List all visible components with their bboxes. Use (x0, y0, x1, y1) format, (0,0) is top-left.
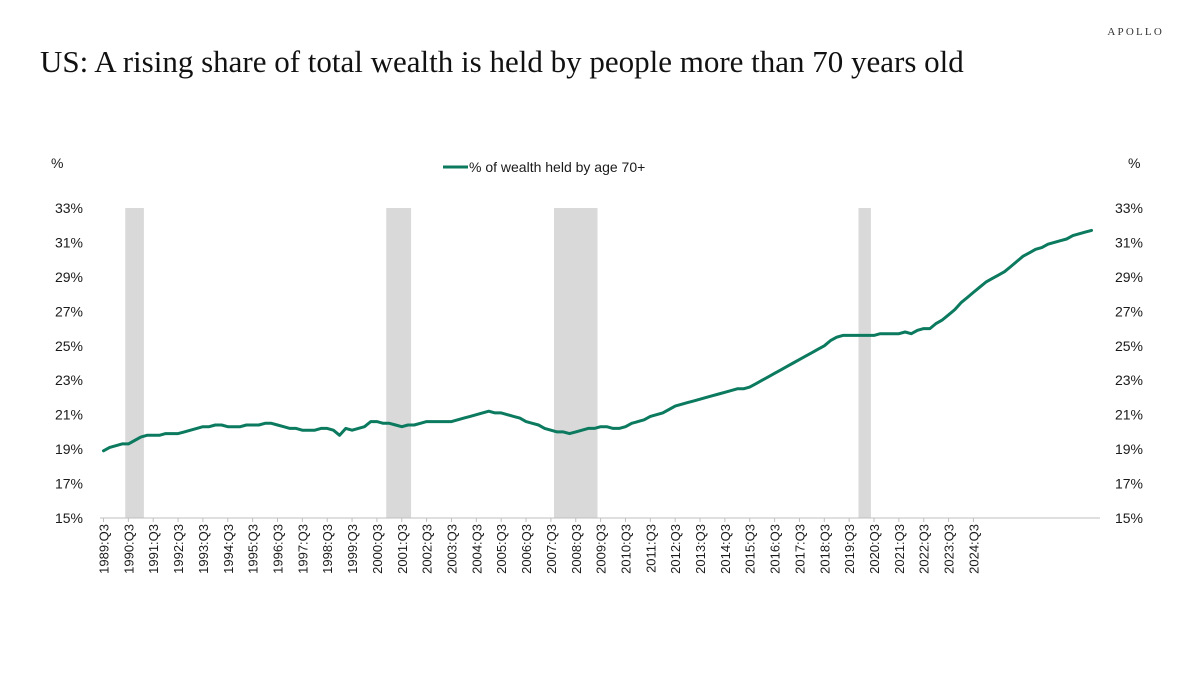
y-tick-label-right: 23% (1115, 372, 1143, 388)
x-tick-label: 1990:Q3 (121, 524, 136, 574)
x-tick-label: 2004:Q3 (469, 524, 484, 574)
x-tick-label: 2002:Q3 (420, 524, 435, 574)
x-tick-label: 2007:Q3 (544, 524, 559, 574)
x-tick-label: 2009:Q3 (594, 524, 609, 574)
x-tick-label: 2010:Q3 (618, 524, 633, 574)
x-tick-label: 1994:Q3 (221, 524, 236, 574)
x-tick-label: 2003:Q3 (444, 524, 459, 574)
recession-band (554, 208, 598, 518)
x-tick-label: 1996:Q3 (270, 524, 285, 574)
recession-band (858, 208, 871, 518)
x-tick-label: 2000:Q3 (370, 524, 385, 574)
x-tick-label: 1991:Q3 (146, 524, 161, 574)
x-tick-label: 2005:Q3 (494, 524, 509, 574)
x-tick-label: 1993:Q3 (196, 524, 211, 574)
y-tick-label-left: 17% (55, 476, 83, 492)
y-tick-label-left: 29% (55, 269, 83, 285)
legend-label: % of wealth held by age 70+ (469, 159, 645, 175)
series-line-age-70-plus (102, 228, 1093, 453)
y-tick-label-left: 27% (55, 303, 83, 319)
x-tick-label: 1999:Q3 (345, 524, 360, 574)
y-tick-label-right: 17% (1115, 476, 1143, 492)
x-tick-label: 2018:Q3 (817, 524, 832, 574)
y-axis-label-right: % (1128, 155, 1140, 171)
y-tick-label-right: 27% (1115, 303, 1143, 319)
recession-band (386, 208, 412, 518)
x-tick-label: 1989:Q3 (97, 524, 112, 574)
apollo-brand: APOLLO (1107, 26, 1164, 38)
x-tick-label: 2013:Q3 (693, 524, 708, 574)
y-tick-label-right: 31% (1115, 234, 1143, 250)
y-tick-label-left: 33% (55, 200, 83, 216)
recession-band (125, 208, 144, 518)
x-tick-label: 1998:Q3 (320, 524, 335, 574)
y-tick-label-right: 15% (1115, 510, 1143, 526)
x-tick-label: 2021:Q3 (892, 524, 907, 574)
y-tick-label-left: 25% (55, 338, 83, 354)
x-tick-label: 2020:Q3 (867, 524, 882, 574)
y-tick-label-right: 21% (1115, 407, 1143, 423)
x-tick-label: 2011:Q3 (643, 524, 658, 573)
x-tick-label: 2024:Q3 (966, 524, 981, 574)
y-tick-label-right: 19% (1115, 441, 1143, 457)
x-tick-label: 2014:Q3 (718, 524, 733, 574)
x-tick-label: 2023:Q3 (942, 524, 957, 574)
x-tick-label: 2015:Q3 (743, 524, 758, 574)
x-tick-label: 2022:Q3 (917, 524, 932, 574)
y-tick-label-right: 29% (1115, 269, 1143, 285)
y-tick-label-left: 21% (55, 407, 83, 423)
x-tick-label: 1995:Q3 (246, 524, 261, 574)
y-tick-label-right: 33% (1115, 200, 1143, 216)
y-tick-label-left: 19% (55, 441, 83, 457)
x-tick-label: 2016:Q3 (768, 524, 783, 574)
chart-title: US: A rising share of total wealth is he… (40, 44, 964, 79)
y-tick-label-left: 23% (55, 372, 83, 388)
x-tick-label: 2006:Q3 (519, 524, 534, 574)
x-tick-label: 2008:Q3 (569, 524, 584, 574)
x-tick-label: 1997:Q3 (295, 524, 310, 574)
y-axis-label-left: % (51, 155, 63, 171)
x-tick-label: 2001:Q3 (395, 524, 410, 574)
x-tick-label: 2017:Q3 (792, 524, 807, 574)
x-tick-label: 2012:Q3 (668, 524, 683, 574)
y-tick-label-left: 31% (55, 234, 83, 250)
x-tick-label: 1992:Q3 (171, 524, 186, 574)
y-tick-label-left: 15% (55, 510, 83, 526)
y-tick-label-right: 25% (1115, 338, 1143, 354)
x-tick-label: 2019:Q3 (842, 524, 857, 574)
